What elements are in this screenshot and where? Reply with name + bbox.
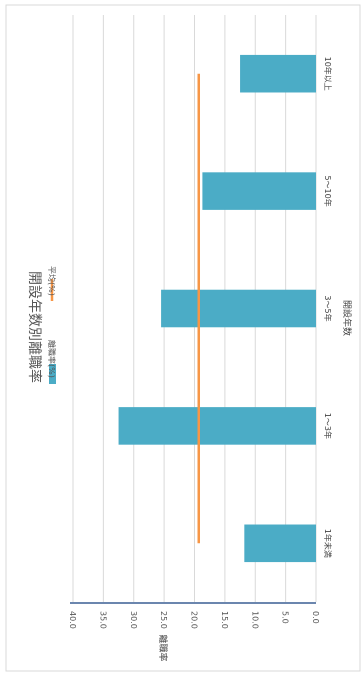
y-tick-label-0: 0.0 [311, 611, 320, 624]
y-tick-label-3: 15.0 [220, 611, 229, 629]
y-tick-label-5: 25.0 [159, 611, 168, 629]
y-tick-label-6: 30.0 [129, 611, 138, 629]
legend-label-bar: 離職率(%) [47, 340, 57, 378]
bar-4 [240, 54, 316, 93]
bar-0 [244, 524, 316, 563]
legend-label-line: 平均(%) [47, 266, 57, 296]
category-axis-labels: 1年未満 1～3年 3～5年 5～10年 10年以上 [323, 57, 333, 558]
category-label-0: 1年未満 [323, 529, 333, 558]
category-label-4: 10年以上 [323, 57, 333, 91]
chart-title: 開設年数別離職率 [26, 271, 43, 383]
y-axis-title: 離職率 [157, 634, 169, 661]
y-tick-label-7: 35.0 [98, 611, 107, 629]
y-tick-label-4: 20.0 [190, 611, 199, 629]
legend: 離職率(%) 平均(%) [47, 266, 57, 384]
category-label-3: 5～10年 [323, 175, 333, 206]
y-tick-label-2: 10.0 [250, 611, 259, 629]
category-label-2: 3～5年 [323, 295, 333, 321]
bar-3 [202, 172, 316, 210]
bar-2 [161, 289, 316, 328]
category-label-1: 1～3年 [323, 413, 333, 439]
x-axis-title: 開設年数 [341, 300, 353, 336]
bar-1 [118, 407, 316, 445]
value-axis-ticks: 0.0 5.0 10.0 15.0 20.0 25.0 30.0 35.0 40.0 [68, 611, 320, 629]
y-tick-label-8: 40.0 [68, 611, 77, 629]
bar-series [118, 54, 316, 563]
chart-title-group: 開設年数別離職率 [26, 271, 43, 383]
legend-swatch-bar [49, 364, 56, 384]
y-tick-label-1: 5.0 [281, 611, 290, 624]
